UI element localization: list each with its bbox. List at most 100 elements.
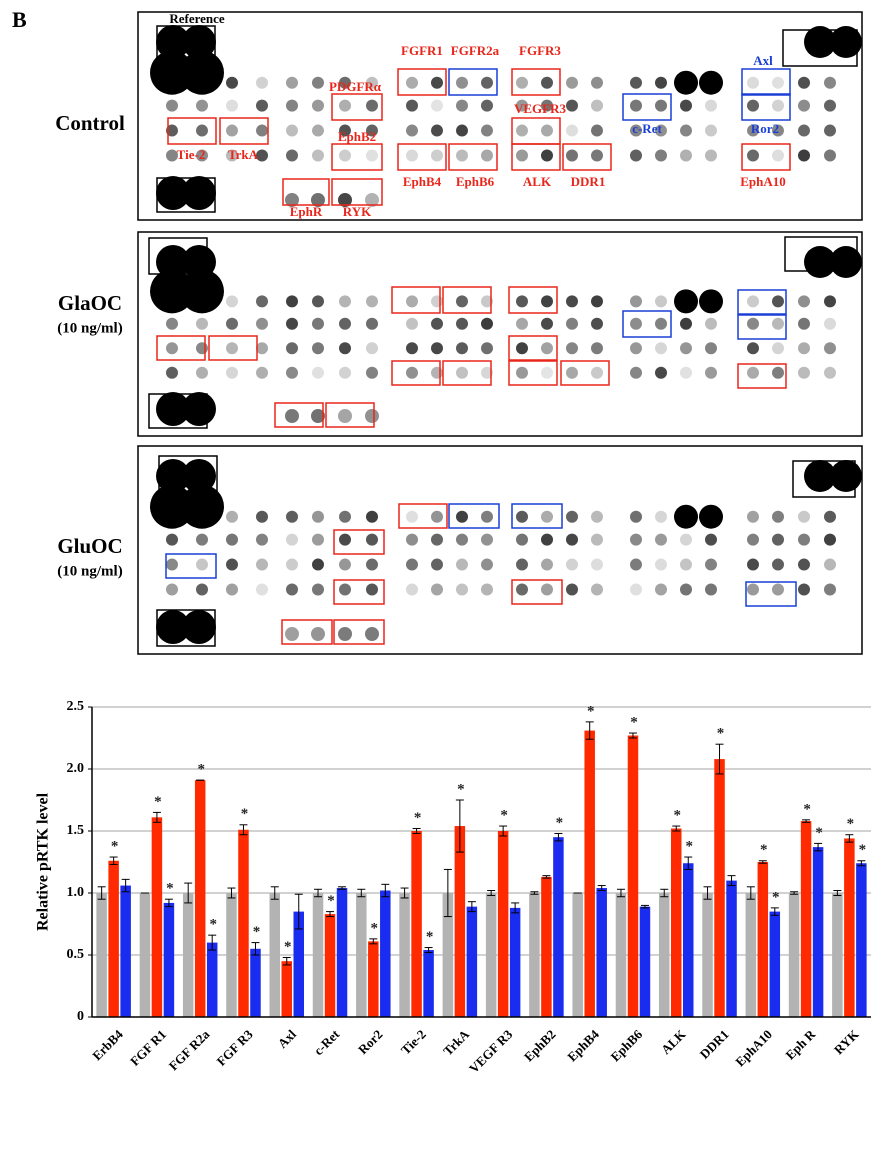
blot-spot <box>824 534 836 546</box>
blot-spot <box>699 505 723 529</box>
blot-spot <box>591 125 603 137</box>
blot-spot <box>481 318 493 330</box>
x-tick-label: EphB4 <box>564 1026 602 1064</box>
blot-spot <box>406 318 418 330</box>
blot-spot <box>286 342 298 354</box>
bar <box>758 862 769 1017</box>
blot-spot <box>824 77 836 89</box>
blot-label: FGFR3 <box>519 43 561 58</box>
blot-spot <box>366 150 378 162</box>
bar <box>108 861 119 1017</box>
blot-spot <box>655 150 667 162</box>
blot-spot <box>366 559 378 571</box>
blot-spot <box>747 100 759 112</box>
blot-spot <box>339 511 351 523</box>
blot-spot <box>747 150 759 162</box>
significance-marker: * <box>772 889 780 905</box>
blot-spot <box>630 534 642 546</box>
significance-marker: * <box>111 838 119 854</box>
blot-spot <box>256 100 268 112</box>
blot-spot <box>285 409 299 423</box>
x-tick-label: Ror2 <box>355 1027 386 1058</box>
significance-marker: * <box>327 893 335 909</box>
bar <box>856 863 867 1017</box>
blot-spot <box>772 77 784 89</box>
blot-spot <box>824 511 836 523</box>
bar <box>423 950 434 1017</box>
significance-marker: * <box>500 807 508 823</box>
blot-spot <box>338 409 352 423</box>
blot-spot <box>256 584 268 596</box>
bar <box>467 907 478 1017</box>
significance-marker: * <box>457 781 465 797</box>
blot-spot <box>516 318 528 330</box>
blot-label: RYK <box>343 204 372 219</box>
blot-spot <box>541 559 553 571</box>
blot-spot <box>226 534 238 546</box>
y-tick-label: 1.5 <box>67 823 85 838</box>
x-tick-label: VEGF R3 <box>466 1026 516 1076</box>
significance-marker: * <box>414 810 422 826</box>
bar <box>152 817 163 1017</box>
bar <box>207 943 218 1017</box>
blot-spot <box>431 559 443 571</box>
bar <box>596 888 607 1017</box>
blot-spot <box>256 77 268 89</box>
reference-label: Reference <box>169 11 225 26</box>
significance-marker: * <box>426 929 434 945</box>
blot-spot <box>798 100 810 112</box>
bar <box>380 891 391 1017</box>
blot-spot <box>256 295 268 307</box>
panel-sublabel: (10 ng/ml) <box>57 320 122 336</box>
blot-spot <box>339 100 351 112</box>
blot-spot <box>226 584 238 596</box>
blot-label: EphB2 <box>338 129 376 144</box>
blot-label: Axl <box>753 53 773 68</box>
blot-spot <box>312 295 324 307</box>
blot-spot <box>339 150 351 162</box>
x-tick-label: c-Ret <box>311 1026 343 1058</box>
x-tick-label: FGF R2a <box>166 1026 213 1073</box>
blot-spot <box>798 367 810 379</box>
blot-spot <box>431 342 443 354</box>
blot-label: EphB4 <box>403 174 442 189</box>
blot-spot <box>516 295 528 307</box>
blot-spot <box>366 511 378 523</box>
blot-spot <box>286 318 298 330</box>
blot-spot <box>798 125 810 137</box>
blot-spot <box>286 100 298 112</box>
blot-spot <box>226 100 238 112</box>
bar <box>183 893 194 1017</box>
blot-spot <box>456 150 468 162</box>
blot-spot <box>591 77 603 89</box>
blot-spot <box>516 511 528 523</box>
blot-spot <box>431 125 443 137</box>
blot-spot <box>166 559 178 571</box>
significance-marker: * <box>284 939 292 955</box>
blot-spot <box>541 295 553 307</box>
blot-spot <box>312 534 324 546</box>
blot-spot <box>630 77 642 89</box>
blot-spot <box>226 559 238 571</box>
blot-spot <box>630 584 642 596</box>
blot-spot <box>431 295 443 307</box>
blot-spot <box>747 77 759 89</box>
blot-spot <box>772 342 784 354</box>
blot-spot <box>772 318 784 330</box>
panel-label: GluOC <box>57 534 122 558</box>
blot-label: PDGFRα <box>329 79 382 94</box>
blot-spot <box>516 559 528 571</box>
bar <box>510 908 521 1017</box>
blot-spot <box>516 342 528 354</box>
bar <box>529 893 540 1017</box>
blot-spot <box>824 559 836 571</box>
blot-spot <box>591 534 603 546</box>
blot-spot <box>406 77 418 89</box>
x-tick-label: DDR1 <box>697 1027 732 1062</box>
blot-spot <box>699 71 723 95</box>
blot-spot <box>196 318 208 330</box>
blot-spot <box>655 295 667 307</box>
blot-spot <box>541 511 553 523</box>
bar <box>313 893 324 1017</box>
blot-spot <box>256 318 268 330</box>
